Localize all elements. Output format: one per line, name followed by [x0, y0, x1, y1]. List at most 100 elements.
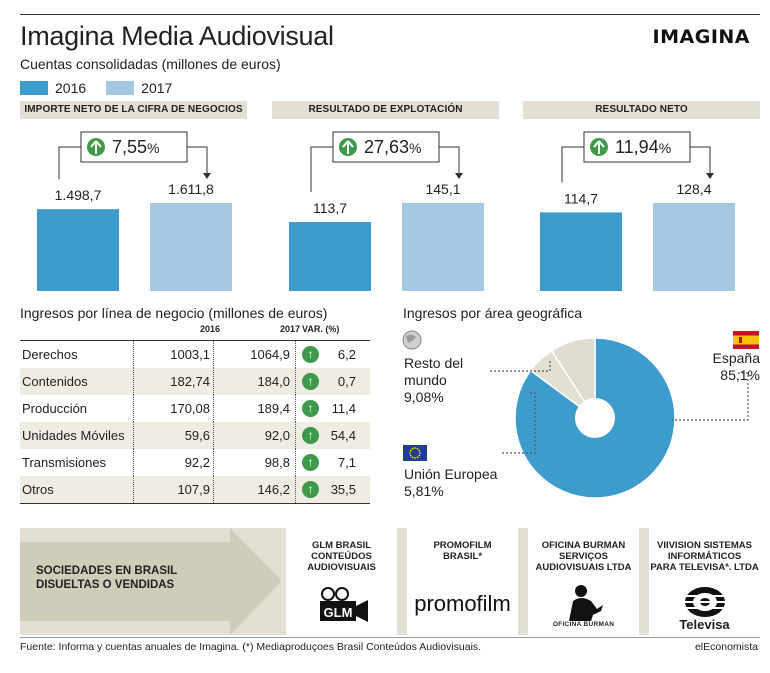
column-divider — [133, 395, 134, 422]
televisa-logo-icon — [683, 587, 727, 617]
page-title: Imagina Media Audiovisual — [20, 21, 334, 51]
bar-value-label: 113,7 — [313, 200, 347, 216]
geo-resto-line2: mundo — [404, 372, 447, 388]
geo-ue-pct: 5,81% — [404, 483, 444, 499]
arrow-down-icon — [706, 173, 714, 179]
column-divider — [295, 341, 296, 368]
column-header: 2017 — [279, 324, 300, 334]
change-unit: % — [659, 140, 671, 156]
company-name-line: AUDIOVISUAIS LTDA — [535, 562, 632, 573]
column-divider — [213, 368, 214, 395]
connector-line — [439, 146, 460, 177]
column-divider — [213, 422, 214, 449]
company-name: OFICINA BURMAN SERVIÇOS AUDIOVISUAIS LTD… — [528, 528, 639, 573]
column-divider — [295, 422, 296, 449]
imagina-logo: IMAGINA — [652, 26, 750, 48]
bar-value-label: 1.611,8 — [168, 181, 214, 197]
company-name: GLM BRASIL CONTEÚDOS AUDIOVISUAIS — [286, 528, 397, 573]
kpi-title: IMPORTE NETO DE LA CIFRA DE NEGOCIOS — [20, 101, 247, 119]
row-value: 92,2 — [184, 455, 210, 470]
row-value: 59,6 — [184, 428, 210, 443]
geo-pie-chart — [402, 330, 759, 499]
footer-rule — [20, 637, 760, 638]
up-arrow-icon: ↑ — [302, 373, 319, 390]
promofilm-logo: promofilm — [414, 591, 511, 616]
row-value: 1003,1 — [170, 347, 210, 362]
row-value: 146,2 — [257, 482, 290, 497]
row-value: 7,1 — [337, 455, 356, 470]
glm-logo-text: GLM — [324, 605, 353, 620]
leader-resto — [490, 361, 551, 372]
column-divider — [213, 476, 214, 503]
geo-label-resto: Resto del mundo 9,08% — [404, 355, 463, 406]
row-value: 170,08 — [170, 401, 210, 416]
company-name-line: GLM BRASIL — [311, 540, 372, 551]
table-row: Producción 170,08 189,4 11,4 ↑ — [20, 395, 370, 422]
credit: elEconomista — [694, 641, 758, 653]
kpi-chart-1: 113,7 145,1 27,63% — [289, 131, 484, 291]
company-name-line: BRASIL* — [442, 551, 483, 562]
row-value: 1064,9 — [250, 347, 290, 362]
bar-2017 — [653, 203, 735, 291]
bar-2016 — [540, 212, 622, 291]
page-subtitle: Cuentas consolidadas (millones de euros) — [20, 56, 281, 72]
column-divider — [133, 341, 134, 368]
up-arrow-glyph — [342, 140, 354, 154]
column-divider — [213, 341, 214, 368]
company-name-line: AUDIOVISUAIS — [307, 562, 376, 573]
geo-label-ue: Unión Europea 5,81% — [404, 466, 497, 500]
companies-band-label: SOCIEDADES EN BRASIL DISUELTAS O VENDIDA… — [36, 564, 177, 592]
column-divider — [295, 476, 296, 503]
geo-title: Ingresos por área geográfica — [403, 305, 582, 321]
kpi-bar-charts: 1.498,7 1.611,87,55%113,7145,127,63%114,7… — [37, 131, 735, 291]
up-arrow-icon: ↑ — [302, 346, 319, 363]
column-divider — [295, 395, 296, 422]
burman-figure-icon — [569, 585, 603, 621]
spain-flag-icon — [733, 331, 759, 349]
row-value: 189,4 — [257, 401, 290, 416]
company-name-line: CONTEÚDOS — [311, 551, 372, 562]
row-value: 184,0 — [257, 374, 290, 389]
bar-value-label: 128,4 — [676, 181, 711, 197]
bar-2016 — [37, 209, 119, 291]
connector-line — [187, 146, 208, 177]
company-name-line: VIIVISION SISTEMAS — [656, 540, 753, 551]
column-divider — [213, 395, 214, 422]
up-arrow-glyph — [90, 140, 102, 154]
eu-flag-icon — [403, 445, 427, 461]
change-value: 7,55% — [112, 137, 160, 157]
company-name: PROMOFILM BRASIL* — [407, 528, 518, 562]
geo-ue-name: Unión Europea — [404, 466, 498, 482]
row-label: Producción — [22, 401, 88, 416]
pie-hole — [575, 398, 615, 438]
change-number: 11,94 — [615, 137, 659, 157]
bar-2017 — [150, 203, 232, 291]
geo-espana-pct: 85,1% — [720, 367, 760, 383]
company-promofilm: PROMOFILM BRASIL* promofilm — [407, 528, 518, 635]
table-bottom-rule — [20, 503, 370, 504]
company-name-line: SERVIÇOS — [559, 551, 608, 562]
bar-value-label: 114,7 — [564, 190, 598, 206]
company-burman: OFICINA BURMAN SERVIÇOS AUDIOVISUAIS LTD… — [528, 528, 639, 635]
band-label-line2: DISUELTAS O VENDIDAS — [36, 579, 175, 591]
kpi-panel-operating: RESULTADO DE EXPLOTACIÓN — [272, 101, 499, 119]
connector-line — [561, 146, 584, 183]
arrow-down-icon — [203, 173, 211, 179]
bar-2016 — [289, 222, 371, 291]
row-value: 0,7 — [337, 374, 356, 389]
bar-2017 — [402, 203, 484, 291]
burman-logo-text: OFICINA BURMAN — [552, 621, 615, 628]
kpi-panel-revenue: IMPORTE NETO DE LA CIFRA DE NEGOCIOS — [20, 101, 247, 119]
table-row: Unidades Móviles 59,6 92,0 54,4 ↑ — [20, 422, 370, 449]
change-number: 7,55 — [112, 137, 147, 157]
up-arrow-icon: ↑ — [302, 427, 319, 444]
company-name-line: PROMOFILM — [433, 540, 492, 551]
row-value: 11,4 — [331, 401, 356, 416]
change-unit: % — [409, 140, 421, 156]
geo-resto-line1: Resto del — [404, 355, 464, 371]
column-divider — [295, 449, 296, 476]
row-value: 54,4 — [330, 428, 356, 443]
televisa-logo-text: Televisa — [679, 617, 730, 632]
company-name-line: INFORMÁTICOS — [667, 551, 742, 562]
connector-line — [690, 146, 711, 177]
